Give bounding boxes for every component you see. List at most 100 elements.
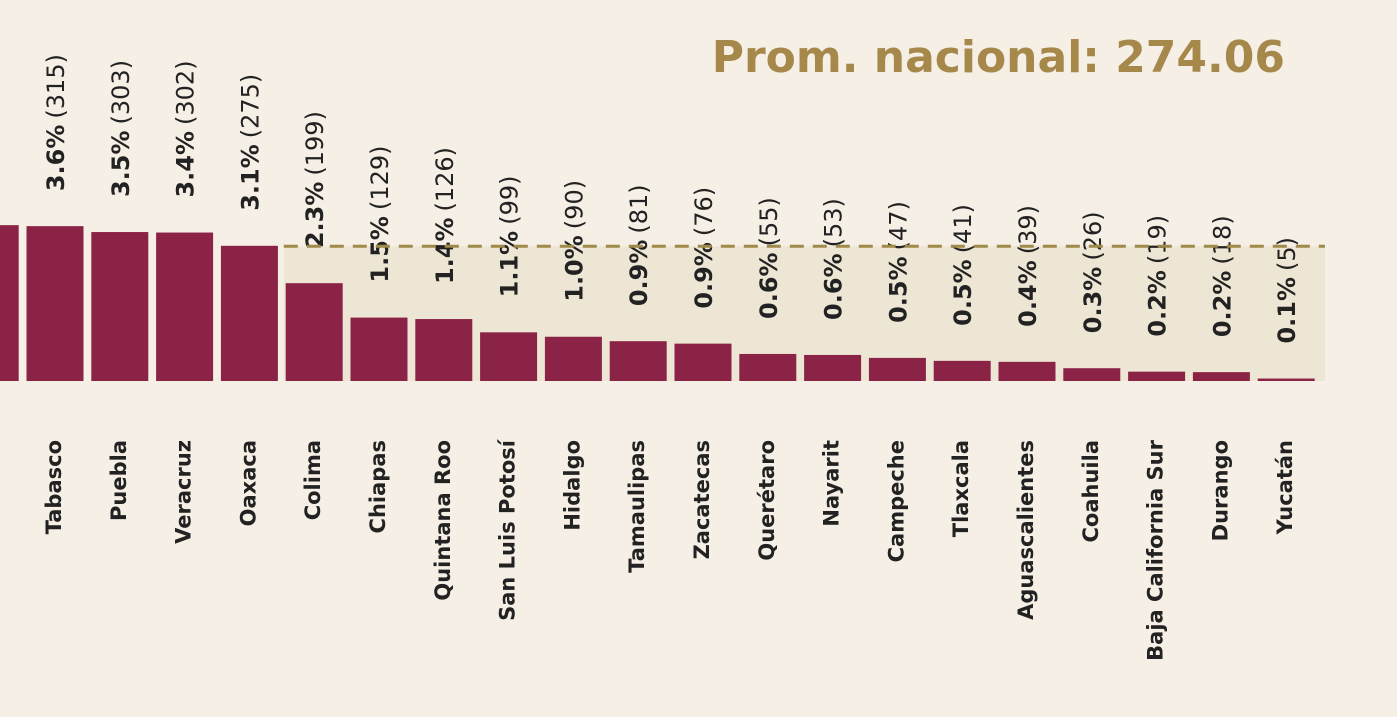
x-tick-label: Colima <box>301 440 325 520</box>
bar <box>91 232 149 381</box>
count-label: (199) <box>301 111 329 176</box>
bar <box>26 226 84 381</box>
x-tick-label: Veracruz <box>172 440 196 544</box>
value-label: 1.5% (129) <box>366 145 394 282</box>
share-label: 2.3% <box>301 182 329 249</box>
bar <box>804 354 862 381</box>
count-label: (275) <box>236 74 264 139</box>
share-label: 1.1% <box>496 231 524 298</box>
share-label: 0.9% <box>625 240 653 307</box>
value-label: 0.5% (47) <box>884 201 912 323</box>
x-tick-label: Ciudad de México <box>0 440 1 648</box>
value-label: 2.3% (199) <box>301 111 329 248</box>
x-tick-label: Aguascalientes <box>1014 440 1038 620</box>
count-label: (5) <box>1273 237 1301 271</box>
count-label: (303) <box>107 60 135 125</box>
share-label: 3.4% <box>172 131 200 198</box>
count-label: (315) <box>42 54 70 119</box>
x-tick-label: Nayarit <box>820 440 844 527</box>
count-label: (26) <box>1079 211 1107 260</box>
count-label: (19) <box>1144 215 1172 264</box>
count-label: (76) <box>690 187 718 236</box>
x-tick-label: Chiapas <box>366 440 390 533</box>
count-label: (99) <box>496 176 524 225</box>
x-tick-label: Campeche <box>884 440 908 562</box>
bar <box>739 353 797 381</box>
share-label: 0.5% <box>884 256 912 323</box>
bar <box>868 357 926 381</box>
share-label: 0.6% <box>820 253 848 320</box>
value-label: 3.5% (303) <box>107 60 135 197</box>
value-label: 0.6% (53) <box>820 198 848 320</box>
share-label: 0.4% <box>1014 260 1042 327</box>
share-label: 3.6% <box>42 125 70 192</box>
bar <box>998 361 1056 381</box>
value-label: 0.1% (5) <box>1273 237 1301 344</box>
count-label: (18) <box>1208 215 1236 264</box>
bar <box>1257 378 1315 381</box>
x-tick-label: Tamaulipas <box>625 440 649 573</box>
x-tick-label: Durango <box>1208 440 1232 541</box>
x-tick-label: Quintana Roo <box>431 440 455 601</box>
x-tick-label: Puebla <box>107 440 131 521</box>
x-tick-label: San Luis Potosí <box>496 438 520 621</box>
x-tick-label: Tlaxcala <box>949 440 973 537</box>
value-label: 0.3% (26) <box>1079 211 1107 333</box>
x-tick-label: Querétaro <box>755 440 779 561</box>
value-label: 0.6% (55) <box>755 197 783 319</box>
bar <box>220 245 278 381</box>
x-tick-label: Hidalgo <box>560 440 584 531</box>
bar <box>0 225 19 381</box>
share-label: 0.5% <box>949 259 977 326</box>
x-tick-label: Tabasco <box>42 440 66 534</box>
value-label: 0.2% (19) <box>1144 215 1172 337</box>
x-tick-label: Yucatán <box>1273 440 1297 535</box>
count-label: (126) <box>431 147 459 212</box>
bar <box>415 319 473 381</box>
count-label: (53) <box>820 198 848 247</box>
bar <box>1128 371 1186 381</box>
x-tick-label: Oaxaca <box>236 440 260 526</box>
bar <box>350 317 408 381</box>
x-tick-label: Coahuila <box>1079 440 1103 542</box>
value-label: 1.0%(90) <box>560 180 588 302</box>
share-label: 3.1% <box>236 144 264 211</box>
value-label: 0.4%(39) <box>1014 205 1042 327</box>
share-label: 0.3% <box>1079 267 1107 334</box>
share-label: 0.2% <box>1144 270 1172 337</box>
x-tick-label: Baja California Sur <box>1144 439 1168 660</box>
share-label: 0.6% <box>755 252 783 319</box>
bar <box>1192 372 1250 381</box>
bar <box>933 360 991 381</box>
bar <box>609 341 667 381</box>
value-label: 3.4% (302) <box>172 60 200 197</box>
value-label: 0.5%(41) <box>949 204 977 326</box>
value-label: 0.9% (76) <box>690 187 718 309</box>
share-label: 1.4% <box>431 217 459 284</box>
count-label: (302) <box>172 60 200 125</box>
count-label: (81) <box>625 184 653 233</box>
bar <box>1063 368 1121 381</box>
value-label: 1.4% (126) <box>431 147 459 284</box>
x-tick-label: Zacatecas <box>690 440 714 559</box>
share-label: 0.1% <box>1273 277 1301 344</box>
count-label: (55) <box>755 197 783 246</box>
average-annotation: Prom. nacional: 274.06 <box>712 32 1285 83</box>
value-label: 0.9% (81) <box>625 184 653 306</box>
value-label: 3.6% (315) <box>42 54 70 191</box>
bar <box>156 232 214 381</box>
value-label: 0.2% (18) <box>1208 215 1236 337</box>
count-label: (90) <box>560 180 588 229</box>
value-label: 3.1% (275) <box>236 74 264 211</box>
count-label: (129) <box>366 145 394 210</box>
share-label: 0.9% <box>690 242 718 309</box>
bar <box>480 332 538 381</box>
value-label: 1.1% (99) <box>496 176 524 298</box>
count-label: (47) <box>884 201 912 250</box>
bar <box>285 283 343 381</box>
share-label: 1.5% <box>366 216 394 283</box>
bar <box>544 336 602 381</box>
bar <box>674 343 732 381</box>
share-label: 3.5% <box>107 130 135 197</box>
